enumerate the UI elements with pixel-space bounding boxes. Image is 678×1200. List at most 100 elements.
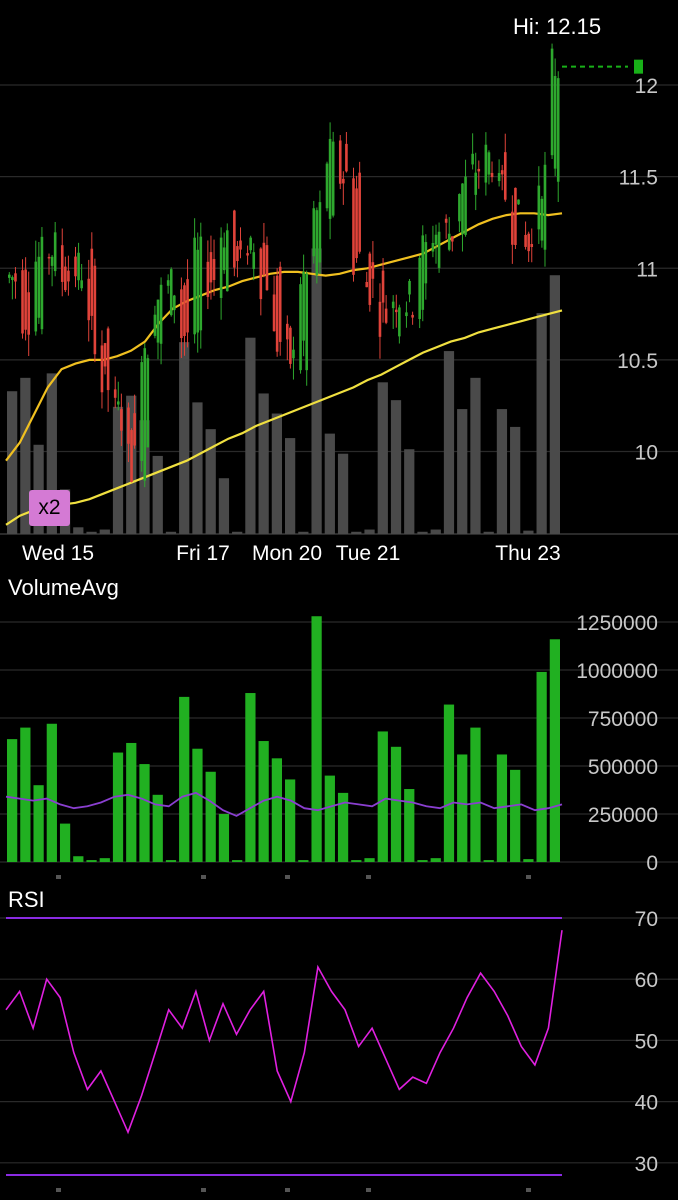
candle-down xyxy=(212,258,216,280)
candle-up xyxy=(431,242,435,252)
candle-up xyxy=(143,348,147,481)
candle-down xyxy=(209,252,213,283)
price-y-tick: 10.5 xyxy=(617,350,658,373)
price-volume-bar xyxy=(364,529,375,534)
price-volume-bar xyxy=(404,449,415,534)
volume-y-tick: 500000 xyxy=(588,756,658,779)
volume-y-tick: 750000 xyxy=(588,708,658,731)
volume-bar xyxy=(470,727,481,862)
candle-up xyxy=(421,235,425,310)
candle-down xyxy=(186,279,189,333)
volume-bar xyxy=(46,723,57,862)
price-volume-bar xyxy=(33,444,44,534)
price-volume-bar xyxy=(46,373,57,534)
candle-down xyxy=(113,389,117,398)
price-volume-bar xyxy=(86,531,97,534)
volume-bar xyxy=(205,771,216,862)
candle-down xyxy=(206,261,210,297)
candle-down xyxy=(14,273,17,282)
price-volume-bar xyxy=(218,478,230,534)
price-x-tick: Thu 23 xyxy=(495,542,560,565)
candle-down xyxy=(130,430,133,482)
volume-bar xyxy=(59,823,71,862)
candle-up xyxy=(53,232,57,272)
price-volume-bar xyxy=(470,377,481,534)
candle-up xyxy=(553,76,557,169)
volume-y-tick: 1250000 xyxy=(576,612,658,635)
price-volume-bar xyxy=(285,438,296,534)
volume-bar xyxy=(324,775,335,862)
candle-down xyxy=(511,211,514,245)
candle-up xyxy=(80,280,83,289)
rsi-y-tick: 30 xyxy=(635,1153,658,1176)
candle-up xyxy=(331,141,335,216)
candle-down xyxy=(286,323,289,340)
volume-bar xyxy=(351,860,362,862)
volume-bar xyxy=(510,769,521,862)
candle-up xyxy=(173,295,176,311)
candle-up xyxy=(434,234,438,245)
volume-bar xyxy=(311,616,322,862)
price-volume-bar xyxy=(99,529,110,534)
candle-up xyxy=(77,252,80,281)
candle-down xyxy=(127,407,130,444)
price-volume-bar xyxy=(443,351,455,534)
candle-down xyxy=(527,233,530,252)
price-volume-bar xyxy=(510,426,521,534)
price-volume-bar xyxy=(324,433,335,534)
candle-down xyxy=(338,140,342,184)
candle-up xyxy=(543,164,547,250)
candle-down xyxy=(74,256,77,277)
candle-down xyxy=(451,236,454,242)
candle-down xyxy=(90,248,94,316)
candle-down xyxy=(64,266,67,291)
volume-bar xyxy=(364,858,375,862)
rsi-y-tick: 40 xyxy=(635,1092,658,1115)
candle-down xyxy=(180,289,183,339)
price-volume-bar xyxy=(483,531,494,534)
candle-up xyxy=(196,249,200,333)
volume-bar xyxy=(126,742,137,862)
volume-y-tick: 250000 xyxy=(588,804,658,827)
volume-bar xyxy=(285,779,296,862)
price-volume-bar xyxy=(258,393,269,534)
candle-down xyxy=(345,143,348,172)
price-volume-bar xyxy=(457,409,468,534)
badge-multiplier[interactable]: x2 xyxy=(29,490,70,526)
volume-bar xyxy=(20,727,31,862)
volume-bar xyxy=(165,860,177,862)
candle-up xyxy=(169,269,173,316)
candle-up xyxy=(447,233,451,250)
volume-x-tick-mark xyxy=(285,875,290,879)
price-x-tick: Wed 15 xyxy=(22,542,94,565)
candle-down xyxy=(530,243,534,248)
volume-bar xyxy=(112,752,124,862)
candle-down xyxy=(246,253,249,256)
rsi-line xyxy=(5,930,563,1135)
volume-bar xyxy=(549,639,560,862)
candle-down xyxy=(67,270,70,282)
volume-y-tick: 1000000 xyxy=(576,660,658,683)
volume-average-line xyxy=(5,791,563,817)
candle-down xyxy=(87,278,91,321)
price-volume-bar xyxy=(73,527,84,534)
candle-down xyxy=(93,265,97,355)
candle-up xyxy=(424,242,428,284)
candle-up xyxy=(166,280,170,286)
candle-down xyxy=(342,178,345,184)
volume-bar xyxy=(337,792,349,862)
candle-down xyxy=(60,245,64,282)
candle-up xyxy=(458,194,461,222)
price-volume-bar xyxy=(496,409,508,534)
candle-up xyxy=(219,237,223,298)
candle-down xyxy=(275,275,279,352)
candle-up xyxy=(40,236,44,330)
volume-bar xyxy=(192,748,203,862)
candle-up xyxy=(537,185,541,230)
price-volume-bar xyxy=(7,391,18,534)
volume-bar xyxy=(271,758,282,862)
price-x-tick: Mon 20 xyxy=(252,542,322,565)
candle-up xyxy=(405,312,408,317)
candle-up xyxy=(484,144,488,183)
